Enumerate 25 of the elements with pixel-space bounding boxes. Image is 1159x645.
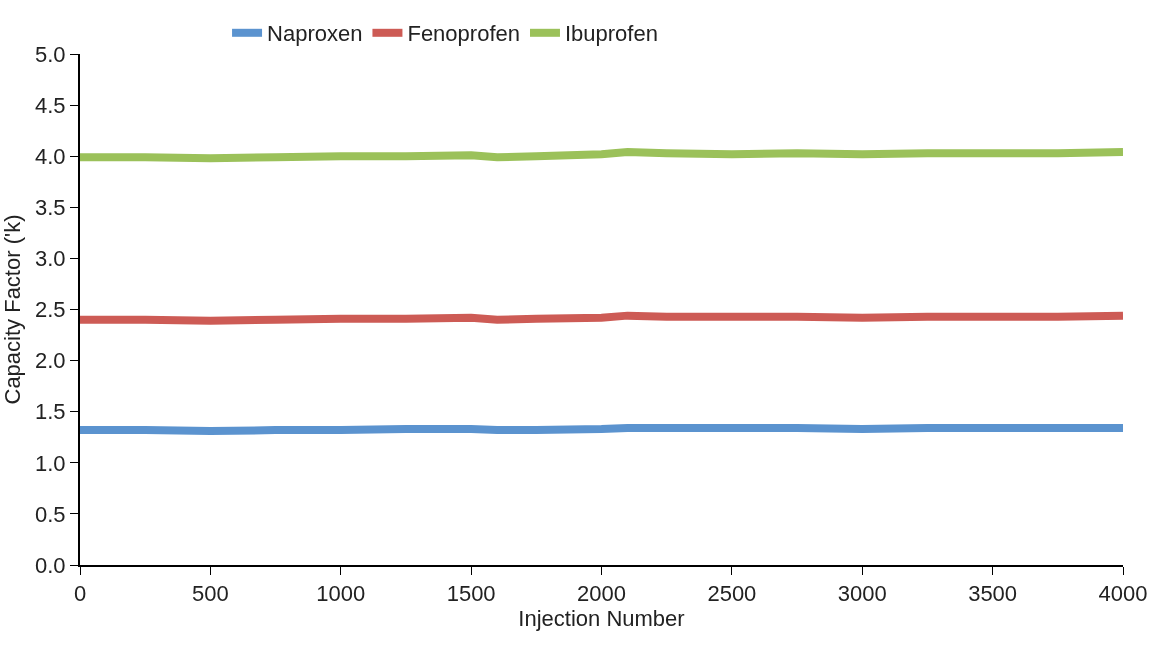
y-tick-label: 1.0 [35,450,66,476]
y-tick-label: 4.0 [35,143,66,169]
y-axis-title: Capacity Factor ('k) [0,214,26,405]
y-tick-label: 5.0 [35,41,66,67]
legend-label: Fenoprofen [407,21,520,47]
x-tick-label: 1000 [316,581,366,607]
y-tick-label: 3.5 [35,195,66,220]
y-tick-label: 0.0 [35,552,66,578]
x-tick-label: 1500 [446,581,496,607]
y-tick-label: 3.0 [35,246,66,272]
y-tick-label: 2.5 [35,297,66,323]
x-tick-label: 3500 [968,581,1018,607]
x-axis-title: Injection Number [518,606,685,632]
x-tick-label: 0 [73,581,87,607]
x-tick-label: 4000 [1098,581,1148,607]
y-tick-label: 1.5 [35,399,66,425]
y-tick-label: 4.5 [35,92,66,118]
y-tick-label: 0.5 [35,501,66,527]
x-tick-label: 500 [192,581,229,607]
x-tick-label: 2500 [707,581,757,607]
y-tick-label: 2.0 [35,348,66,374]
x-tick-label: 2000 [577,581,626,607]
legend-label: Ibuprofen [564,21,658,47]
x-tick-label: 3000 [837,581,887,607]
legend-label: Naproxen [267,21,363,47]
